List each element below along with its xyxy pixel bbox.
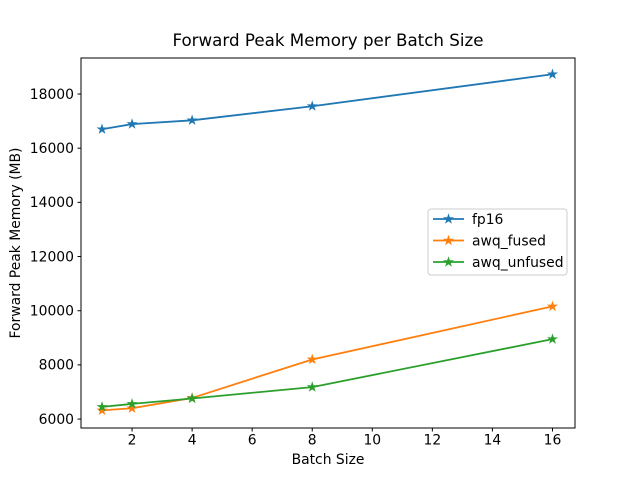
plot-border — [80, 57, 576, 429]
x-tick-label: 14 — [484, 433, 502, 449]
y-tick-label: 14000 — [30, 195, 74, 211]
legend-label-fp16: fp16 — [472, 212, 503, 228]
y-tick-label: 16000 — [30, 141, 74, 157]
data-point-awq_unfused — [186, 392, 198, 404]
x-tick-label: 2 — [128, 433, 137, 449]
legend-sample-marker-fp16 — [442, 213, 455, 224]
y-tick-label: 12000 — [30, 249, 74, 265]
series-line-fp16 — [101, 73, 553, 131]
data-point-fp16 — [306, 100, 318, 111]
legend-label-awq_fused: awq_fused — [472, 234, 546, 250]
y-tick-label: 10000 — [30, 304, 74, 320]
data-point-awq_fused — [306, 353, 318, 365]
y-tick-label: 6000 — [39, 412, 74, 428]
series-fp16 — [96, 68, 558, 134]
legend-label-awq_unfused: awq_unfused — [472, 255, 564, 271]
data-point-awq_fused — [126, 402, 138, 413]
x-tick-label: 6 — [248, 433, 257, 449]
data-point-fp16 — [126, 118, 138, 129]
series-line-awq_fused — [101, 305, 553, 412]
x-tick-label: 16 — [544, 433, 562, 449]
legend: fp16 awq_fused awq_unfused — [427, 208, 568, 276]
data-point-fp16 — [96, 123, 108, 134]
x-tick-label: 12 — [424, 433, 442, 449]
data-point-fp16 — [186, 114, 198, 125]
y-tick-label: 18000 — [30, 87, 74, 103]
y-tick-label: 8000 — [39, 358, 74, 374]
legend-box — [427, 208, 568, 276]
chart-title: Forward Peak Memory per Batch Size — [172, 30, 484, 50]
data-point-awq_unfused — [96, 401, 108, 412]
x-tick-label: 10 — [363, 433, 381, 449]
series-line-awq_unfused — [101, 338, 553, 408]
data-point-fp16 — [546, 68, 558, 79]
data-point-awq_fused — [546, 300, 558, 312]
x-tick-label: 4 — [188, 433, 197, 449]
data-point-awq_unfused — [546, 333, 558, 344]
data-point-awq_unfused — [126, 398, 138, 409]
legend-sample-marker-awq_fused — [442, 234, 455, 246]
x-axis-label: Batch Size — [291, 452, 365, 468]
series-awq_unfused — [96, 333, 558, 412]
data-point-awq_fused — [96, 404, 108, 416]
data-point-awq_unfused — [306, 381, 318, 392]
x-tick-label: 8 — [308, 433, 317, 449]
legend-sample-marker-awq_unfused — [442, 256, 455, 267]
series-awq_fused — [96, 300, 558, 416]
